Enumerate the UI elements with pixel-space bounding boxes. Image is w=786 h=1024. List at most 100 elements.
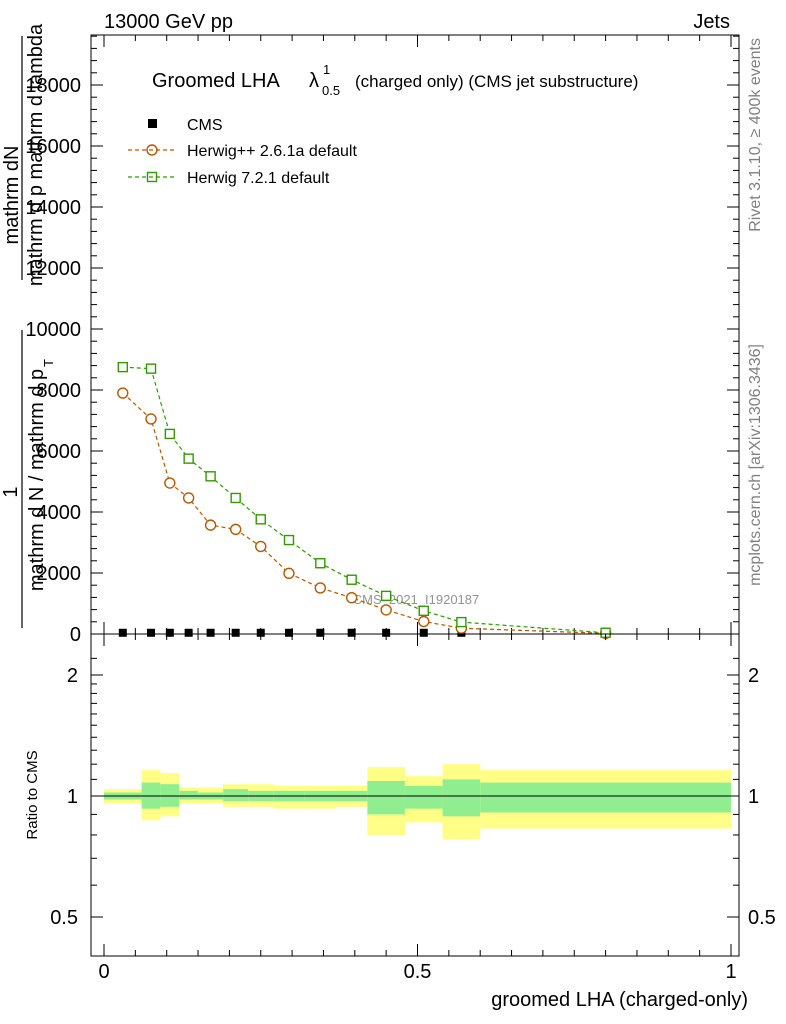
- ratio-y-tick-label-right: 2: [748, 665, 759, 687]
- side-label-top: Rivet 3.1.10, ≥ 400k events: [747, 38, 764, 232]
- ylabel-main: mathrm d N / mathrm d p: [26, 369, 48, 591]
- data-point: [283, 534, 295, 546]
- header-left: 13000 GeV pp: [104, 11, 233, 33]
- legend-marker-herwig-old: [146, 144, 158, 156]
- ratio-frame: [90, 633, 740, 957]
- data-point: [316, 628, 325, 637]
- ratio-band-green: [480, 782, 731, 813]
- data-point: [382, 628, 391, 637]
- data-point: [380, 604, 392, 616]
- ratio-axis-ticks: [91, 634, 739, 956]
- data-point: [164, 477, 176, 489]
- main-title: Groomed LHA λ 1 0.5 (charged only) (CMS …: [152, 62, 638, 98]
- main-y-tick-label: 16000: [25, 136, 81, 158]
- legend-marker-cms: [148, 119, 157, 128]
- main-y-tick-label: 8000: [37, 380, 82, 402]
- ratio-band-green: [160, 784, 180, 807]
- ratio-y-axis-label: Ratio to CMS: [24, 750, 41, 839]
- data-point: [255, 514, 266, 525]
- ratio-band-green: [179, 790, 199, 800]
- title-prefix: Groomed LHA: [152, 70, 280, 92]
- ratio-band-green: [367, 780, 405, 815]
- main-panel: 0 2000 4000 6000 8000 10000 12000 14000 16000 180…: [25, 34, 740, 646]
- data-point: [346, 574, 357, 585]
- data-point: [418, 615, 430, 628]
- ratio-x-tick-labels: 0 0.5 1: [98, 961, 736, 983]
- data-point: [231, 628, 240, 637]
- title-suffix: (charged only) (CMS jet substructure): [355, 72, 638, 91]
- ylabel-one: 1: [0, 486, 22, 497]
- data-point: [418, 605, 429, 617]
- ylabel-top: mathrm dN: [1, 146, 23, 245]
- data-point: [314, 582, 327, 594]
- data-point: [255, 540, 267, 553]
- data-point: [165, 628, 174, 637]
- data-point: [205, 471, 216, 482]
- legend-label-herwig-old: Herwig++ 2.6.1a default: [187, 143, 357, 160]
- main-y-tick-label: 2000: [37, 563, 82, 585]
- main-y-tick-label: 10000: [25, 319, 81, 341]
- ratio-y-tick-label-right: 0.5: [748, 907, 776, 929]
- ratio-band-green: [404, 785, 443, 809]
- legend: CMS Herwig++ 2.6.1a default Herwig 7.2.1…: [128, 117, 357, 187]
- ylabel-sub-t: T: [41, 359, 56, 367]
- title-sub: 0.5: [322, 83, 340, 98]
- x-tick-label: 1: [725, 961, 736, 983]
- main-y-tick-label: 6000: [37, 441, 82, 463]
- data-point: [182, 492, 195, 504]
- header-right: Jets: [693, 11, 730, 33]
- data-point: [145, 413, 157, 425]
- main-y-tick-label: 12000: [25, 258, 81, 280]
- ratio-y-tick-labels: 0.5 0.5 1 1 2 2: [50, 665, 776, 929]
- data-point: [147, 628, 156, 637]
- series-markers: [117, 361, 612, 640]
- ratio-y-tick-label: 2: [67, 665, 78, 687]
- data-point: [419, 628, 428, 637]
- data-point: [164, 428, 176, 440]
- data-point: [347, 628, 356, 637]
- main-y-tick-label: 4000: [37, 502, 82, 524]
- side-label-bottom: mcplots.cern.ch [arXiv:1306.3436]: [747, 344, 764, 586]
- ratio-band-green: [442, 779, 481, 817]
- watermark: CMS_2021_I1920187: [353, 592, 480, 607]
- ratio-y-tick-label-right: 1: [748, 786, 759, 808]
- ylabel-mid: mathrm d p mathrm d lambda: [25, 23, 47, 286]
- data-point: [183, 453, 194, 464]
- title-sup: 1: [323, 62, 330, 77]
- main-y-tick-label: 18000: [25, 75, 81, 97]
- data-point: [117, 361, 129, 373]
- ratio-bands: [104, 764, 731, 840]
- data-point: [204, 519, 217, 531]
- data-point: [283, 567, 295, 580]
- data-point: [229, 523, 242, 536]
- series-line-1: [122, 392, 606, 634]
- data-point: [256, 628, 265, 637]
- legend-label-herwig-new: Herwig 7.2.1 default: [187, 170, 330, 187]
- main-y-axis-label: mathrm dN mathrm d p mathrm d lambda 1 m…: [0, 23, 56, 628]
- data-point: [230, 492, 241, 504]
- main-y-tick-labels: 0 2000 4000 6000 8000 10000 12000 14000 16000 180…: [25, 75, 81, 646]
- main-y-tick-label: 14000: [25, 197, 81, 219]
- data-point: [345, 592, 358, 604]
- data-point: [456, 616, 467, 628]
- data-point: [315, 558, 326, 569]
- x-axis-label: groomed LHA (charged-only): [491, 989, 748, 1011]
- title-symbol: λ: [309, 70, 319, 92]
- data-point: [380, 590, 392, 602]
- data-point: [184, 628, 193, 637]
- x-tick-label: 0: [98, 961, 109, 983]
- data-point: [284, 628, 293, 637]
- data-point: [117, 387, 129, 399]
- main-y-tick-label: 0: [70, 624, 81, 646]
- data-point: [118, 628, 127, 637]
- x-tick-label: 0.5: [404, 961, 432, 983]
- data-point: [145, 363, 157, 374]
- legend-label-cms: CMS: [187, 117, 223, 134]
- ratio-band-green: [223, 789, 249, 802]
- ratio-y-tick-label: 1: [67, 786, 78, 808]
- legend-marker-herwig-new: [146, 171, 158, 183]
- ratio-y-tick-label: 0.5: [50, 907, 78, 929]
- data-point: [206, 628, 215, 637]
- ratio-panel: 0.5 0.51 12 2 0 0.5 1 Ratio to CMS groomed LH…: [24, 633, 776, 1011]
